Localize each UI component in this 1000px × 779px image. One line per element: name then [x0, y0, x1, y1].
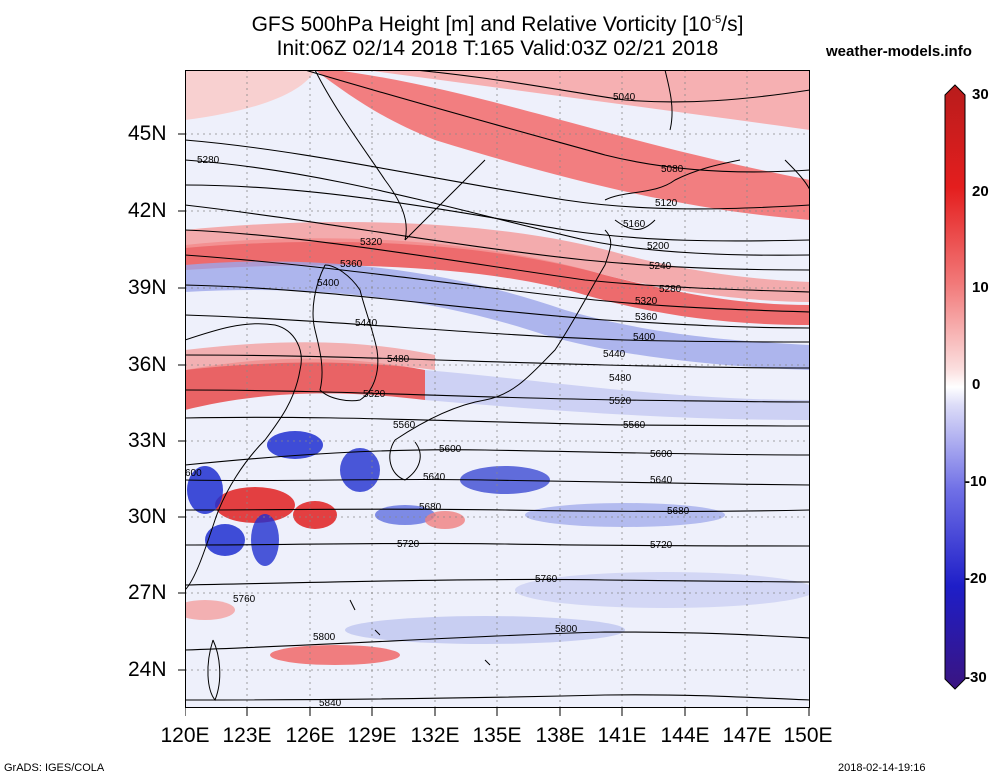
colorbar: [944, 84, 966, 690]
lon-ticks: [185, 708, 810, 716]
colorbar-label: 20: [972, 183, 989, 200]
contour-label: 5560: [623, 420, 646, 431]
lat-label: 45N: [128, 122, 167, 145]
coast-honshu: [394, 229, 612, 441]
lon-label: 141E: [597, 724, 647, 747]
lon-label: 150E: [783, 724, 833, 747]
colorbar-label: -30: [965, 669, 987, 686]
coast-northasia: [314, 70, 486, 241]
contour-label: 5200: [647, 241, 670, 252]
contour-label: 5680: [667, 506, 690, 517]
contour-label: 5800: [313, 632, 336, 643]
contour-label: 5680: [419, 502, 442, 513]
contour-label: 5720: [397, 539, 420, 550]
lat-label: 24N: [128, 658, 167, 681]
lon-label: 135E: [472, 724, 522, 747]
contour-label: 5040: [613, 92, 636, 103]
contour-label: 5240: [649, 261, 672, 272]
colorbar-label: -10: [965, 473, 987, 490]
coast-korea: [312, 264, 379, 402]
contour-label: 5800: [555, 624, 578, 635]
contour-label: 5280: [659, 284, 682, 295]
lon-label: 132E: [410, 724, 460, 747]
footer-credit: GrADS: IGES/COLA: [4, 762, 105, 774]
colorbar-label: 0: [972, 376, 981, 393]
contour-label: 5640: [650, 475, 673, 486]
vorticity-band-north-pos: [315, 70, 810, 220]
lat-label: 30N: [128, 505, 167, 528]
colorbar-label: 10: [972, 279, 989, 296]
colorbar-label: -20: [965, 570, 987, 587]
site-label: weather-models.info: [826, 43, 972, 60]
contour-label: 5360: [340, 259, 363, 270]
contour-label: 600: [185, 468, 202, 479]
contour-label: 5120: [655, 198, 678, 209]
contour-label: 5840: [319, 698, 342, 708]
contour-label: 5080: [661, 164, 684, 175]
contour-label: 5160: [623, 219, 646, 230]
coast-hokkaido: [604, 159, 741, 230]
lon-label: 144E: [660, 724, 710, 747]
map-plot: 5040 5080 5120 5160 5200 5240 5280 5320 …: [185, 70, 810, 708]
contour-label: 5320: [635, 296, 658, 307]
vorticity-band-35N-pos: [185, 358, 425, 410]
lat-ticks: [178, 133, 185, 671]
contour-label: 5520: [363, 389, 386, 400]
vorticity-band-39N-pos: [185, 238, 810, 325]
lat-label: 39N: [128, 276, 167, 299]
contour-label: 5480: [609, 373, 632, 384]
chart-title-line1: GFS 500hPa Height [m] and Relative Vorti…: [251, 13, 744, 36]
lat-label: 33N: [128, 429, 167, 452]
contour-label: 5400: [317, 278, 340, 289]
contour-label: 5640: [423, 472, 446, 483]
lon-label: 129E: [347, 724, 397, 747]
contour-label: 5440: [603, 349, 626, 360]
contour-label: 5480: [387, 354, 410, 365]
lon-label: 126E: [285, 724, 335, 747]
lon-label: 120E: [160, 724, 210, 747]
contour-label: 5280: [197, 155, 220, 166]
lat-label: 36N: [128, 353, 167, 376]
contour-label: 5440: [355, 318, 378, 329]
lon-label: 138E: [535, 724, 585, 747]
footer-timestamp: 2018-02-14-19:16: [838, 762, 926, 774]
contour-label: 5760: [535, 574, 558, 585]
chart-title-line2: Init:06Z 02/14 2018 T:165 Valid:03Z 02/2…: [276, 37, 719, 60]
contour-label: 5320: [360, 237, 383, 248]
lon-label: 123E: [222, 724, 272, 747]
contour-label: 5560: [393, 420, 416, 431]
lat-label: 42N: [128, 199, 167, 222]
contour-label: 5520: [609, 396, 632, 407]
lon-label: 147E: [722, 724, 772, 747]
contour-label: 5360: [635, 312, 658, 323]
contour-label: 5600: [439, 444, 462, 455]
contour-label: 5600: [650, 449, 673, 460]
lat-label: 27N: [128, 581, 167, 604]
contour-label: 5760: [233, 594, 256, 605]
contour-label: 5720: [650, 540, 673, 551]
vorticity-band-38N-neg: [185, 261, 810, 370]
coast-sakhalin: [664, 70, 673, 131]
contour-label: 5400: [633, 332, 656, 343]
colorbar-label: 30: [972, 86, 989, 103]
coast-china: [185, 323, 302, 591]
